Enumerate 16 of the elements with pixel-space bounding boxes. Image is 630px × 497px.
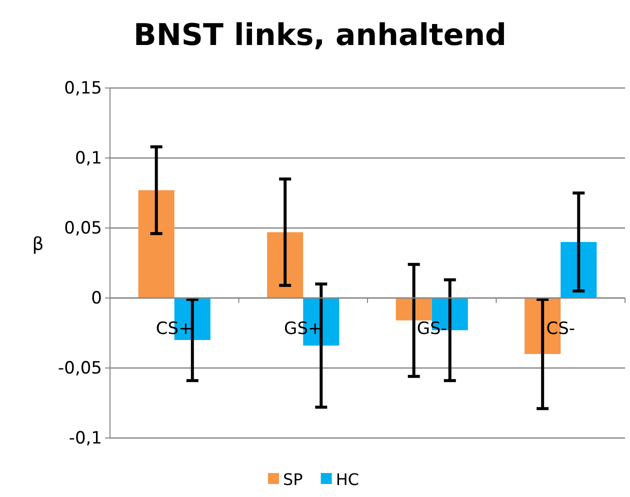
- y-tick-label: -0,05: [58, 358, 102, 378]
- x-tick-label: GS-: [416, 319, 447, 339]
- bar: [396, 298, 432, 320]
- y-tick-label: 0: [91, 288, 102, 308]
- x-tick-label: CS-: [546, 319, 576, 339]
- y-axis-title: β: [32, 234, 44, 255]
- bar: [560, 242, 597, 298]
- chart-title: BNST links, anhaltend: [133, 18, 507, 53]
- bar: [138, 190, 174, 298]
- legend-label: HC: [336, 470, 360, 489]
- y-tick-label: -0,1: [68, 428, 102, 448]
- y-tick-label: 0,15: [64, 78, 102, 98]
- bar: [267, 232, 304, 298]
- y-tick-label: 0,1: [74, 148, 102, 168]
- legend-label: SP: [283, 470, 304, 489]
- y-tick-label: 0,05: [64, 218, 102, 238]
